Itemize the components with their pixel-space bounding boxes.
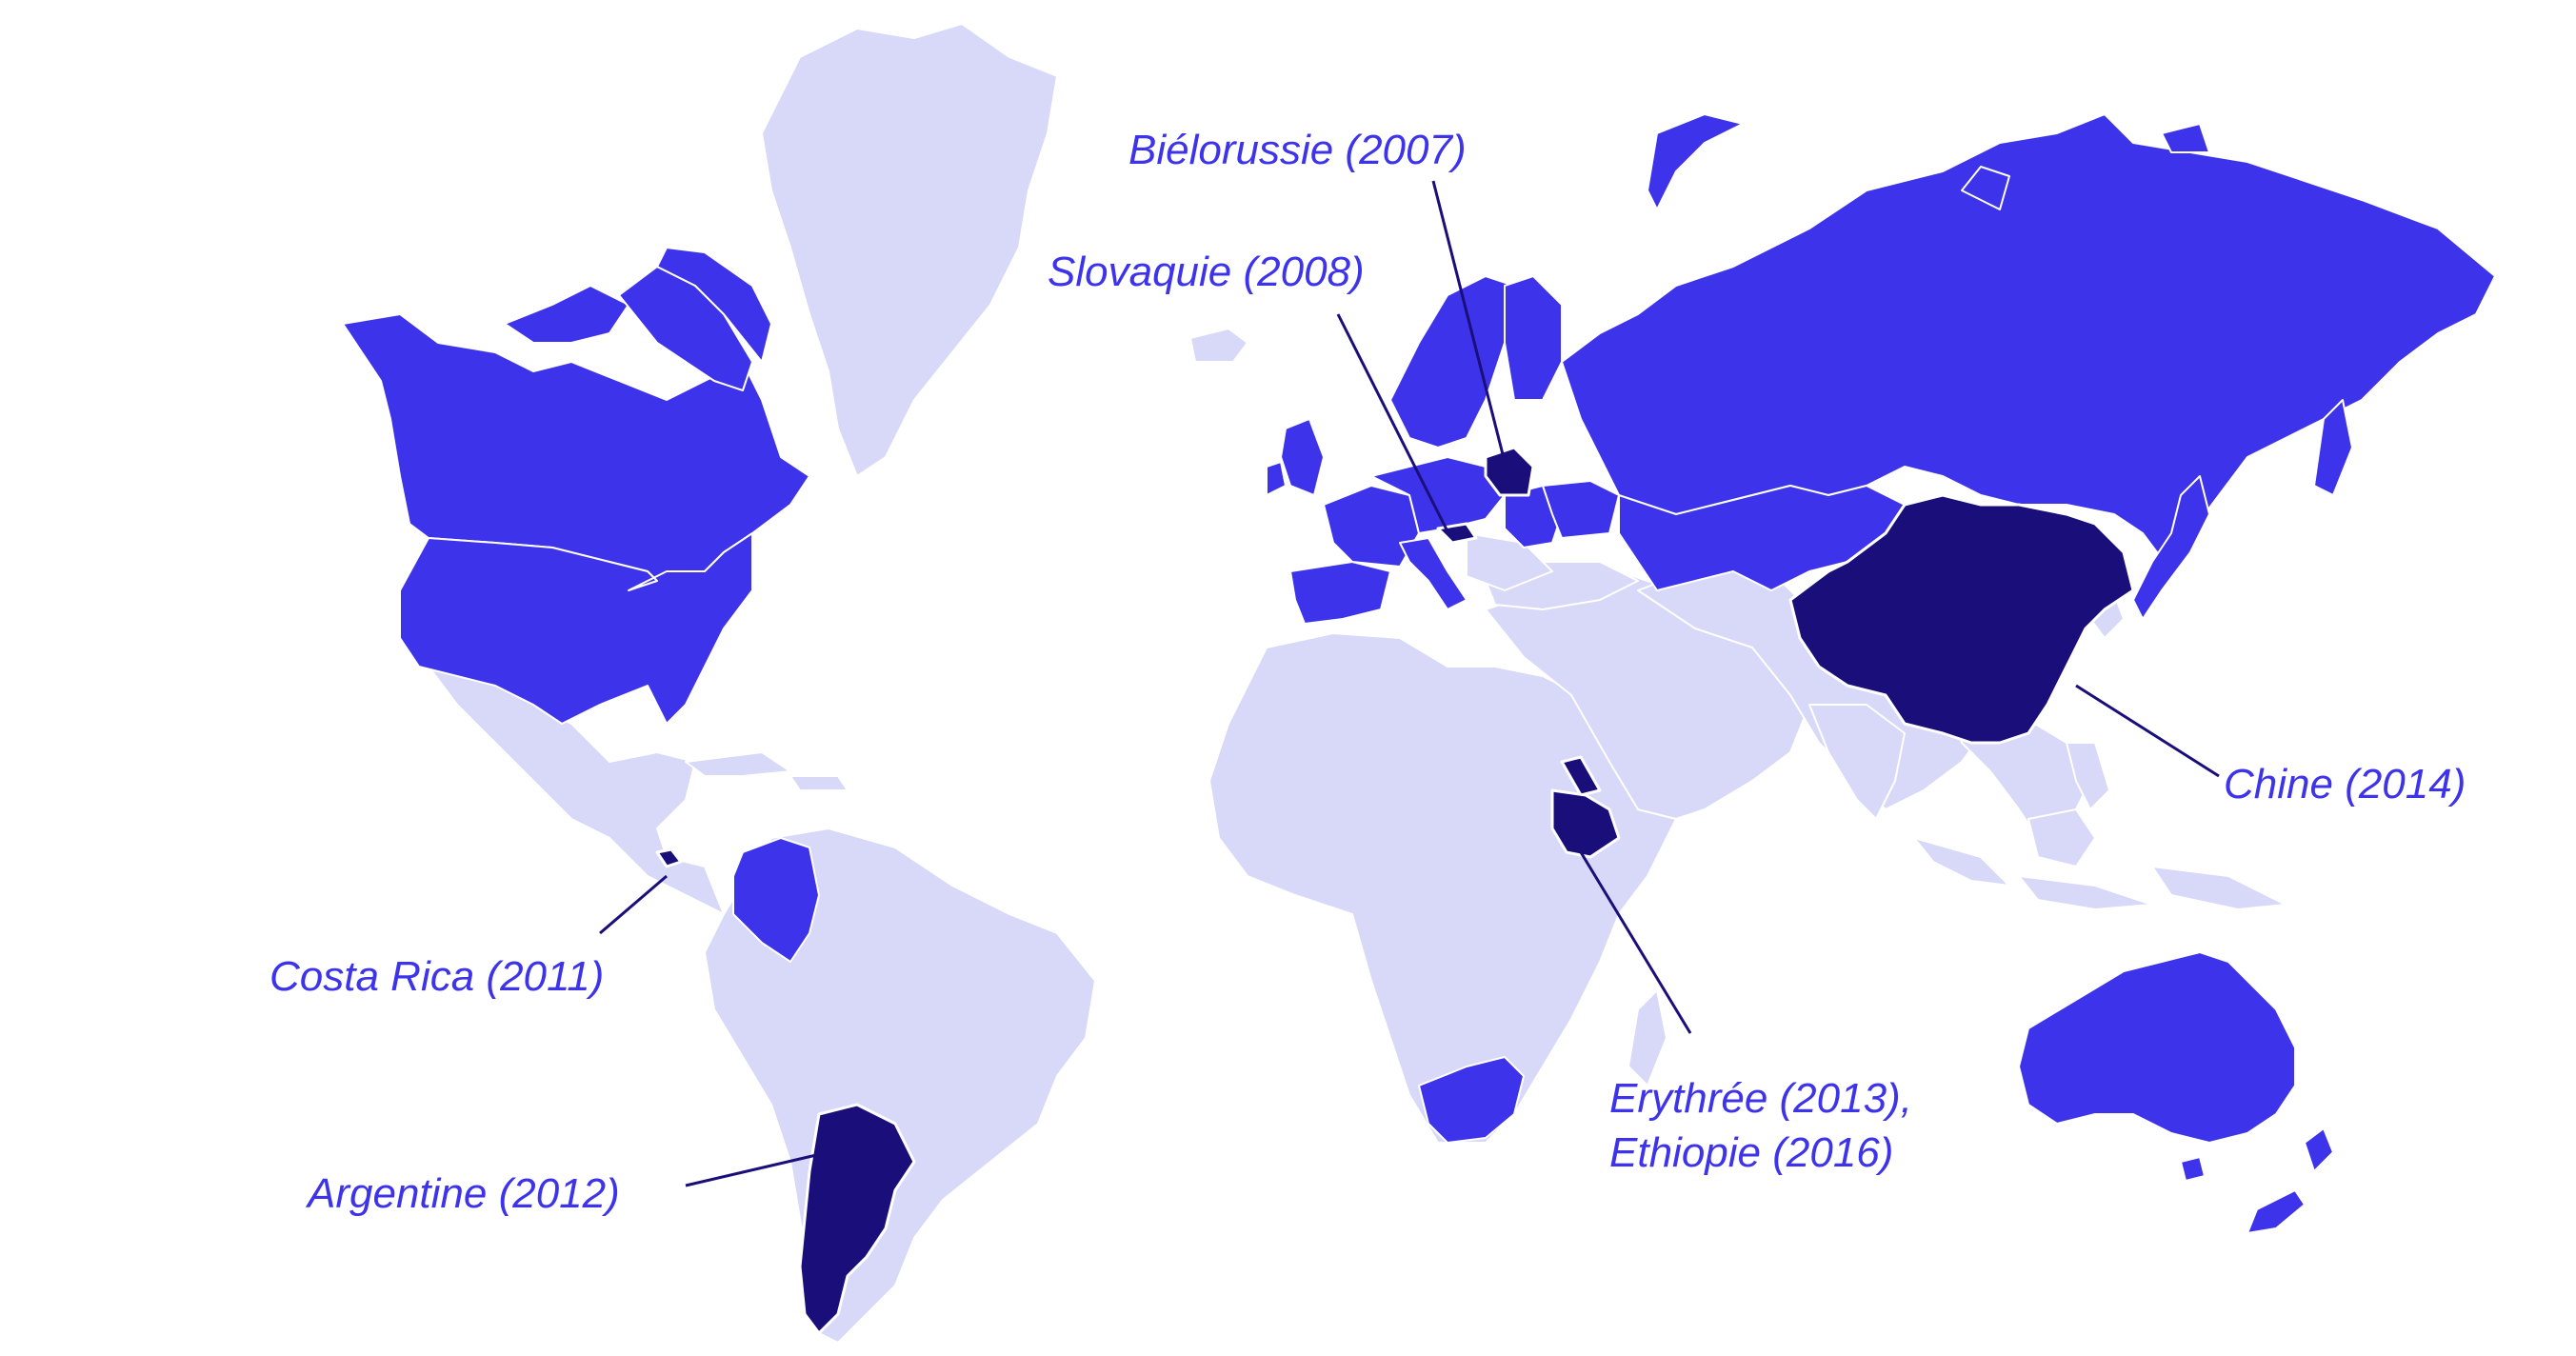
south-america (704, 828, 1096, 1344)
belarus (1484, 446, 1535, 497)
australia (2018, 951, 2296, 1144)
leader-costa-rica (599, 874, 668, 935)
label-ethiopia: Ethiopie (2016) (1609, 1129, 1893, 1176)
highlighted-countries (655, 446, 2135, 1335)
label-argentina: Argentine (2012) (305, 1170, 620, 1217)
ireland (1266, 461, 1287, 496)
label-slovakia: Slovaquie (2008) (1048, 249, 1365, 295)
uk (1280, 418, 1325, 496)
india (1808, 704, 1906, 820)
spain (1289, 561, 1391, 625)
labels: Biélorussie (2007) Slovaquie (2008) Chin… (270, 127, 2466, 1217)
new-zealand (2304, 1127, 2334, 1172)
philippines (2066, 742, 2110, 810)
leader-argentina (685, 1150, 829, 1187)
russia-arctic-2 (2161, 123, 2210, 153)
sakhalin (2313, 399, 2353, 496)
mexico-central-america (428, 666, 725, 915)
colombia (732, 837, 820, 963)
ukraine (1542, 480, 1620, 539)
label-costa-rica: Costa Rica (2011) (270, 953, 604, 1000)
borneo (2027, 808, 2096, 867)
iceland (1189, 328, 1248, 363)
ethiopia (1550, 788, 1621, 859)
ellesmere (656, 247, 772, 363)
madagascar (1627, 989, 1667, 1087)
label-china: Chine (2014) (2224, 761, 2466, 808)
argentina (798, 1103, 916, 1335)
france (1323, 485, 1420, 568)
novaya-zemlya (1647, 113, 1744, 210)
africa (1208, 632, 1677, 1144)
russia (1561, 113, 2496, 572)
leader-belarus (1431, 180, 1507, 463)
finland (1504, 275, 1563, 401)
leader-china (2075, 684, 2220, 778)
italy (1399, 537, 1468, 610)
japan (2132, 475, 2210, 620)
label-eritrea: Erythrée (2013), (1609, 1075, 1912, 1122)
usa (399, 532, 753, 725)
south-africa (1418, 1056, 1525, 1144)
russia-arctic-1 (1961, 166, 2010, 210)
china (1788, 493, 2135, 745)
new-zealand-south (2247, 1189, 2306, 1234)
eastern-europe-light (1466, 532, 1553, 591)
caribbean-2 (789, 775, 849, 791)
indonesia (1913, 837, 2010, 887)
other-countries (428, 23, 2286, 1344)
greenland (761, 23, 1058, 477)
indonesia-2 (2018, 875, 2153, 910)
leader-ethiopia (1579, 851, 1692, 1034)
new-guinea (2151, 866, 2286, 910)
label-belarus: Biélorussie (2007) (1128, 127, 1467, 173)
canada-arctic (504, 285, 629, 344)
caribbean (685, 751, 791, 777)
tasmania (2180, 1156, 2206, 1182)
eritrea (1560, 755, 1602, 797)
costa-rica (655, 848, 683, 868)
signatory-countries (342, 113, 2496, 1234)
central-europe (1370, 456, 1506, 534)
canada (342, 313, 810, 582)
leader-lines (599, 180, 2220, 1187)
leader-slovakia (1336, 313, 1449, 532)
